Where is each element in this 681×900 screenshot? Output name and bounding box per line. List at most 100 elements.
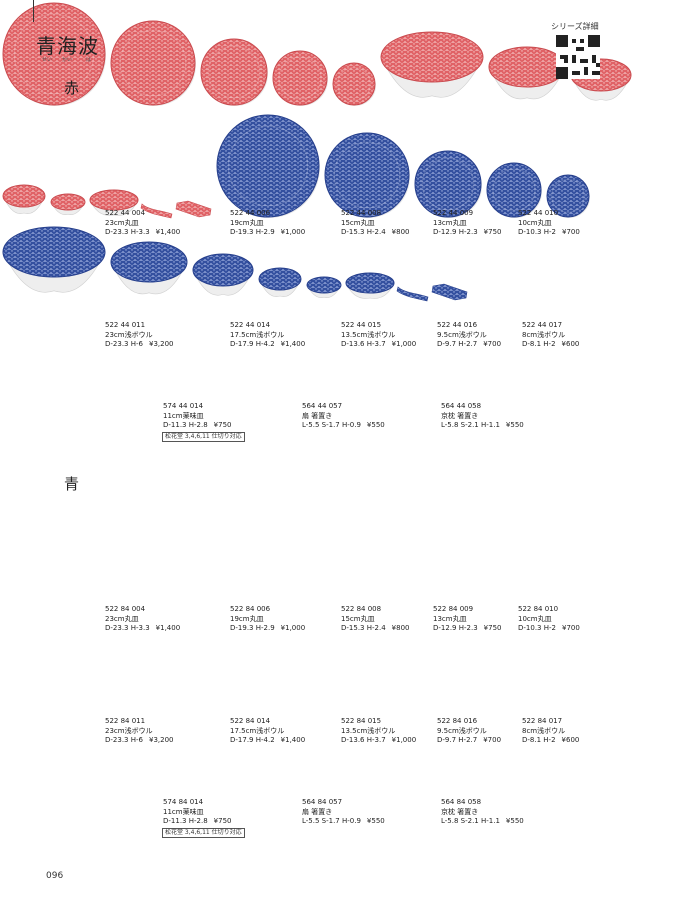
product-name: 13.5cm浅ボウル xyxy=(341,330,396,339)
plate-blue-caption: 522 84 010 10cm丸皿 D-10.3 H-2 ¥700 xyxy=(518,605,580,634)
product-price: ¥750 xyxy=(483,228,502,236)
product-name: 11cm薬味皿 xyxy=(163,807,204,816)
plate-photo-red xyxy=(200,38,268,106)
title-ruby-2: かい xyxy=(62,57,73,63)
product-code: 574 84 014 xyxy=(163,798,204,806)
bowl-photo-red xyxy=(380,31,484,98)
product-price: ¥750 xyxy=(483,624,502,632)
plate-photo-red xyxy=(332,62,376,106)
product-name: 15cm丸皿 xyxy=(341,218,375,227)
section-label-blue: 青 xyxy=(64,475,80,493)
product-name: 23cm丸皿 xyxy=(105,614,139,623)
product-dimensions: D-8.1 H-2 xyxy=(522,736,556,744)
accessory-blue-caption: 564 84 057 扇 箸置き L-5.5 S-1.7 H-0.9 ¥550 xyxy=(302,798,385,827)
product-code: 522 44 009 xyxy=(433,209,474,217)
product-code: 522 84 006 xyxy=(230,605,271,613)
compatibility-note: 松花堂 3,4,6,11 仕切り対応 xyxy=(162,828,245,838)
product-price: ¥1,000 xyxy=(391,736,417,744)
plate-red-caption: 522 44 004 23cm丸皿 D-23.3 H-3.3 ¥1,400 xyxy=(105,209,180,238)
product-name: 10cm丸皿 xyxy=(518,218,552,227)
product-price: ¥1,400 xyxy=(155,624,181,632)
plate-red-caption: 522 44 006 19cm丸皿 D-19.3 H-2.9 ¥1,000 xyxy=(230,209,305,238)
product-spec-line: D-15.3 H-2.4 ¥800 xyxy=(341,624,409,634)
product-spec-line: D-12.9 H-2.3 ¥750 xyxy=(433,228,501,238)
product-price: ¥700 xyxy=(483,340,502,348)
product-name: 13cm丸皿 xyxy=(433,218,467,227)
product-spec-line: D-10.3 H-2 ¥700 xyxy=(518,624,580,634)
product-name: 8cm浅ボウル xyxy=(522,330,566,339)
product-name: 扇 箸置き xyxy=(302,411,333,420)
product-dimensions: D-19.3 H-2.9 xyxy=(230,624,275,632)
product-dimensions: D-15.3 H-2.4 xyxy=(341,624,386,632)
product-code: 522 44 017 xyxy=(522,321,563,329)
bowl-photo-red xyxy=(488,46,566,100)
small-dish-photo-blue xyxy=(345,272,395,299)
bowl-photo-blue xyxy=(2,226,106,293)
bowl-red-caption: 522 44 014 17.5cm浅ボウル D-17.9 H-4.2 ¥1,400 xyxy=(230,321,305,350)
product-name: 11cm薬味皿 xyxy=(163,411,204,420)
product-code: 522 44 015 xyxy=(341,321,382,329)
accessory-red-caption: 564 44 058 京枕 箸置き L-5.8 S-2.1 H-1.1 ¥550 xyxy=(441,402,524,431)
product-name: 23cm浅ボウル xyxy=(105,726,153,735)
product-code: 522 44 010 xyxy=(518,209,559,217)
product-spec-line: D-23.3 H-6 ¥3,200 xyxy=(105,340,173,350)
product-dimensions: D-19.3 H-2.9 xyxy=(230,228,275,236)
header-rule xyxy=(33,0,34,22)
product-dimensions: D-12.9 H-2.3 xyxy=(433,624,478,632)
product-spec-line: D-8.1 H-2 ¥600 xyxy=(522,340,579,350)
product-name: 23cm浅ボウル xyxy=(105,330,153,339)
product-spec-line: L-5.8 S-2.1 H-1.1 ¥550 xyxy=(441,817,524,827)
product-code: 522 84 011 xyxy=(105,717,146,725)
product-code: 522 44 008 xyxy=(341,209,382,217)
product-name: 京枕 箸置き xyxy=(441,807,479,816)
accessory-blue-caption: 564 84 058 京枕 箸置き L-5.8 S-2.1 H-1.1 ¥550 xyxy=(441,798,524,827)
bowl-photo-blue xyxy=(258,267,302,297)
product-price: ¥550 xyxy=(366,817,385,825)
product-dimensions: D-10.3 H-2 xyxy=(518,228,556,236)
product-spec-line: D-19.3 H-2.9 ¥1,000 xyxy=(230,228,305,238)
product-spec-line: D-23.3 H-3.3 ¥1,400 xyxy=(105,228,180,238)
plate-photo-blue xyxy=(486,162,542,218)
product-price: ¥1,000 xyxy=(280,624,306,632)
qr-code-icon[interactable] xyxy=(556,35,600,79)
title-ruby-3: は xyxy=(86,57,92,63)
product-code: 522 84 008 xyxy=(341,605,382,613)
small-dish-photo-red xyxy=(89,189,139,216)
product-price: ¥550 xyxy=(366,421,385,429)
product-dimensions: D-8.1 H-2 xyxy=(522,340,556,348)
title-ruby-1: せい xyxy=(42,57,53,63)
product-code: 564 84 058 xyxy=(441,798,482,806)
product-price: ¥700 xyxy=(561,228,580,236)
product-dimensions: D-23.3 H-6 xyxy=(105,340,143,348)
product-dimensions: D-15.3 H-2.4 xyxy=(341,228,386,236)
product-spec-line: D-13.6 H-3.7 ¥1,000 xyxy=(341,736,416,746)
product-spec-line: D-10.3 H-2 ¥700 xyxy=(518,228,580,238)
plate-photo-blue xyxy=(546,174,590,218)
product-spec-line: D-9.7 H-2.7 ¥700 xyxy=(437,736,501,746)
product-name: 17.5cm浅ボウル xyxy=(230,726,285,735)
product-dimensions: D-17.9 H-4.2 xyxy=(230,736,275,744)
product-dimensions: D-9.7 H-2.7 xyxy=(437,736,478,744)
bowl-blue-caption: 522 84 015 13.5cm浅ボウル D-13.6 H-3.7 ¥1,000 xyxy=(341,717,416,746)
bowl-photo-blue xyxy=(306,276,342,298)
plate-red-caption: 522 44 010 10cm丸皿 D-10.3 H-2 ¥700 xyxy=(518,209,580,238)
product-dimensions: D-17.9 H-4.2 xyxy=(230,340,275,348)
pillow-chopstick-rest-photo-blue xyxy=(431,283,468,301)
product-name: 8cm浅ボウル xyxy=(522,726,566,735)
compatibility-note: 松花堂 3,4,6,11 仕切り対応 xyxy=(162,432,245,442)
product-code: 522 44 011 xyxy=(105,321,146,329)
product-dimensions: L-5.5 S-1.7 H-0.9 xyxy=(302,817,361,825)
product-code: 522 84 017 xyxy=(522,717,563,725)
product-spec-line: L-5.5 S-1.7 H-0.9 ¥550 xyxy=(302,817,385,827)
product-price: ¥550 xyxy=(505,817,524,825)
product-spec-line: D-9.7 H-2.7 ¥700 xyxy=(437,340,501,350)
product-code: 564 84 057 xyxy=(302,798,343,806)
plate-photo-red xyxy=(272,50,328,106)
product-price: ¥3,200 xyxy=(148,340,174,348)
plate-photo-blue xyxy=(216,114,320,218)
bowl-blue-caption: 522 84 017 8cm浅ボウル D-8.1 H-2 ¥600 xyxy=(522,717,579,746)
fan-chopstick-rest-photo-red xyxy=(140,203,173,219)
product-price: ¥600 xyxy=(561,736,580,744)
product-name: 13.5cm浅ボウル xyxy=(341,726,396,735)
product-name: 15cm丸皿 xyxy=(341,614,375,623)
